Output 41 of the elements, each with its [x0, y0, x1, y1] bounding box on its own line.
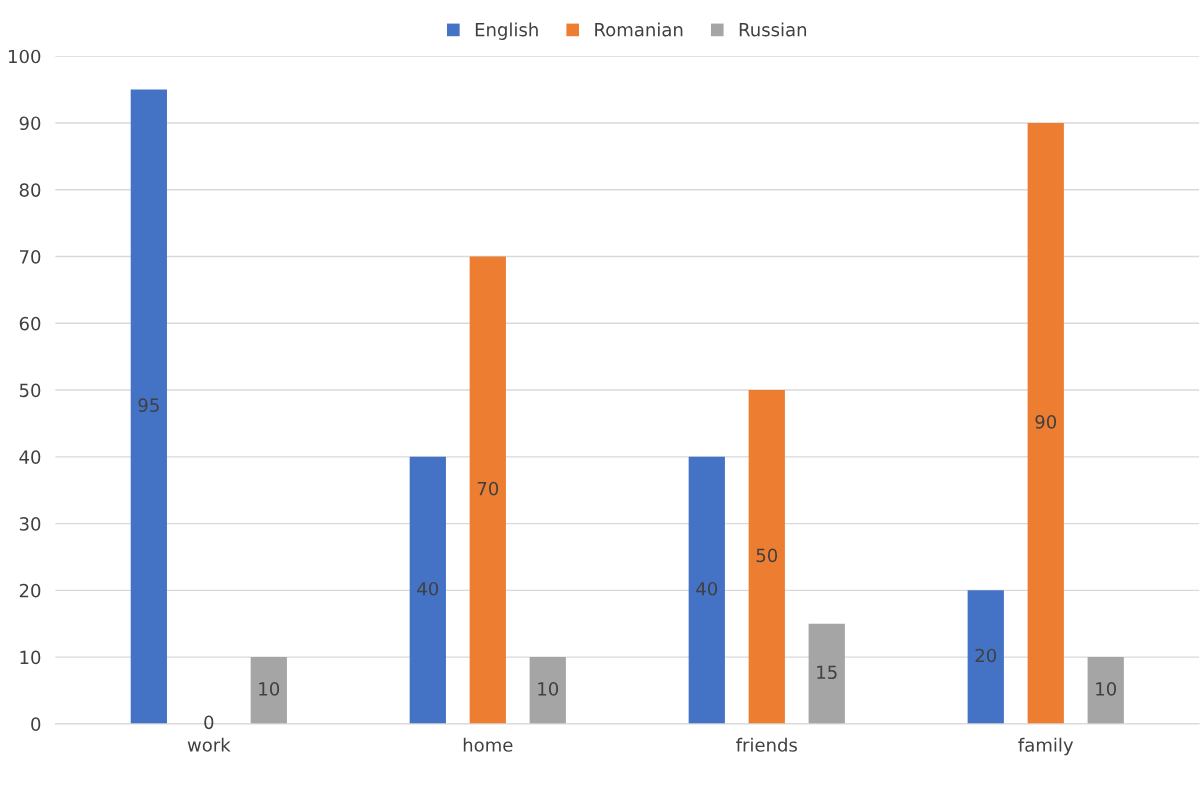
bar	[250, 657, 287, 724]
bar	[469, 256, 506, 724]
legend-label: Russian	[739, 22, 807, 37]
bar	[808, 623, 845, 724]
bar	[688, 456, 725, 724]
bar	[409, 456, 446, 724]
bar	[967, 590, 1004, 724]
y-tick-label: 100	[9, 49, 41, 64]
data-label: 10	[538, 682, 559, 696]
data-label: 40	[417, 581, 439, 596]
y-tick-label: 70	[20, 249, 41, 264]
bar	[1027, 123, 1064, 724]
y-tick-label: 40	[19, 450, 41, 464]
data-label: 20	[975, 648, 997, 663]
bar	[1087, 657, 1124, 724]
data-label: 10	[259, 682, 280, 696]
y-tick-label: 80	[19, 183, 41, 197]
bar	[130, 89, 167, 724]
bar	[748, 390, 785, 724]
data-label: 10	[1096, 682, 1117, 696]
x-tick-label: family	[1018, 737, 1074, 756]
y-tick-label: 30	[19, 517, 41, 531]
legend-label: Romanian	[595, 22, 683, 37]
data-label: 15	[817, 665, 837, 680]
y-tick-label: 0	[31, 717, 41, 731]
y-tick-label: 60	[19, 316, 41, 331]
y-tick-label: 20	[19, 583, 41, 598]
y-tick-label: 10	[20, 650, 41, 665]
y-tick-label: 90	[19, 116, 41, 131]
x-tick-label: friends	[736, 737, 797, 752]
bar	[529, 657, 566, 724]
data-label: 40	[696, 581, 718, 596]
y-tick-label: 50	[19, 383, 41, 398]
data-label: 0	[204, 715, 214, 730]
x-tick-label: home	[463, 737, 513, 752]
data-label: 70	[477, 481, 499, 496]
data-label: 95	[138, 398, 159, 412]
legend-label: English	[475, 22, 538, 40]
data-label: 50	[756, 548, 778, 563]
x-tick-label: work	[187, 737, 231, 752]
data-label: 90	[1035, 415, 1057, 429]
